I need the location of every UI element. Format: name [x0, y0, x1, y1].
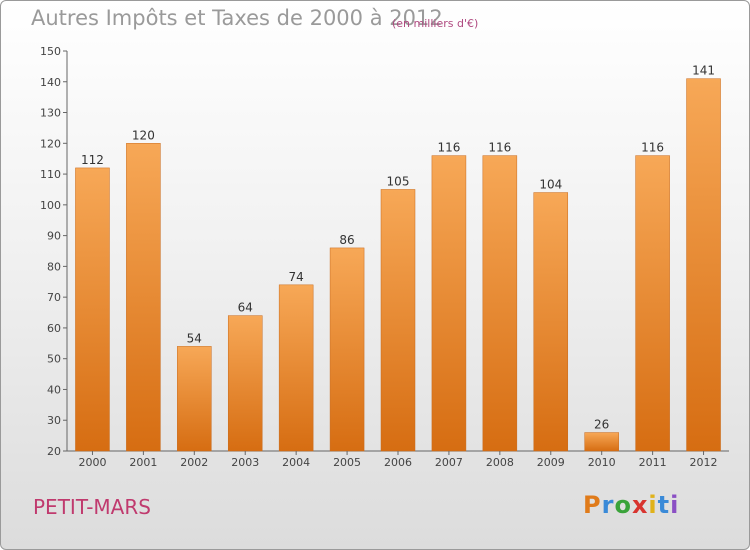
bar-value-label: 86	[339, 233, 354, 247]
bar	[329, 247, 365, 452]
bar	[482, 155, 518, 452]
x-tick-label: 2012	[690, 456, 718, 469]
bar	[584, 432, 619, 452]
y-tick-label: 100	[40, 199, 61, 212]
x-tick-label: 2008	[486, 456, 514, 469]
x-tick-label: 2010	[588, 456, 616, 469]
logo-letter: x	[631, 491, 649, 519]
y-tick-label: 140	[40, 76, 61, 89]
bar-value-label: 116	[641, 141, 664, 155]
bar-value-label: 104	[539, 178, 562, 192]
x-tick-label: 2011	[639, 456, 667, 469]
y-tick-label: 150	[40, 45, 61, 58]
y-tick-label: 130	[40, 107, 61, 120]
x-tick-label: 2004	[282, 456, 310, 469]
y-tick-label: 30	[47, 414, 61, 427]
bar	[380, 189, 416, 452]
y-tick-label: 80	[47, 260, 61, 273]
logo-letter: o	[614, 491, 632, 519]
bar-value-label: 141	[692, 64, 715, 78]
bar	[635, 155, 670, 452]
bar	[75, 167, 110, 452]
y-tick-label: 70	[47, 291, 61, 304]
bar	[177, 346, 212, 452]
y-tick-label: 90	[47, 230, 61, 243]
bar-value-label: 54	[187, 331, 202, 345]
x-tick-label: 2009	[537, 456, 565, 469]
x-tick-label: 2002	[180, 456, 208, 469]
y-tick-label: 50	[47, 353, 61, 366]
bar-value-label: 112	[81, 153, 104, 167]
bar	[126, 143, 161, 452]
y-tick-label: 60	[47, 322, 61, 335]
logo-letter: t	[657, 491, 671, 519]
bar-value-label: 116	[437, 141, 460, 155]
bar	[431, 155, 467, 452]
x-tick-label: 2007	[435, 456, 463, 469]
proxiti-logo: Proxiti	[583, 491, 679, 519]
bar	[686, 78, 721, 452]
y-tick-label: 20	[47, 445, 61, 458]
bar-value-label: 105	[387, 174, 410, 188]
bar-value-label: 74	[289, 270, 304, 284]
bar	[227, 315, 263, 452]
chart-title: Autres Impôts et Taxes de 2000 à 2012	[31, 6, 443, 30]
logo-letter: i	[648, 491, 658, 519]
logo-letter: r	[601, 491, 615, 519]
y-tick-label: 110	[40, 168, 61, 181]
commune-name: PETIT-MARS	[33, 495, 151, 519]
x-tick-label: 2000	[78, 456, 106, 469]
bar-value-label: 116	[488, 141, 511, 155]
chart-subtitle: (en milliers d'€)	[392, 17, 479, 30]
y-tick-label: 120	[40, 137, 61, 150]
y-tick-label: 40	[47, 383, 61, 396]
bar-value-label: 64	[238, 301, 253, 315]
x-tick-label: 2003	[231, 456, 259, 469]
x-tick-label: 2006	[384, 456, 412, 469]
x-tick-label: 2005	[333, 456, 361, 469]
bar	[278, 284, 314, 452]
bar-value-label: 120	[132, 128, 155, 142]
x-tick-label: 2001	[129, 456, 157, 469]
bar	[533, 192, 569, 452]
bar-value-label: 26	[594, 418, 609, 432]
logo-letter: i	[670, 491, 680, 519]
logo-letter: P	[583, 491, 602, 519]
